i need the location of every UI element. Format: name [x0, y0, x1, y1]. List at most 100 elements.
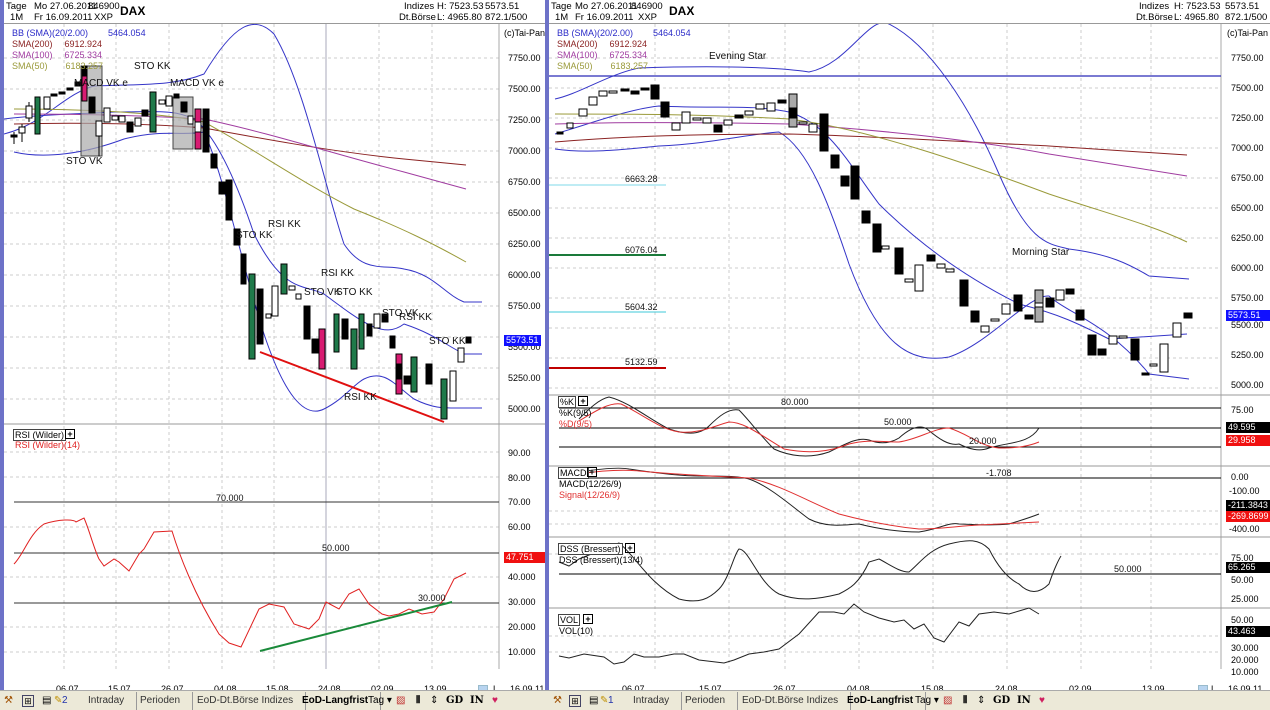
signal-tag: -269.8699 [1226, 511, 1270, 522]
period-label[interactable]: Tage [551, 1, 572, 12]
chart-pane-left[interactable]: Tage 1M Mo 27.06.2011 Fr 16.09.2011 8469… [0, 0, 545, 694]
pencil-icon[interactable]: ✎ [600, 695, 609, 706]
tab-eod-langfrist[interactable]: EoD-Langfrist [835, 692, 927, 710]
chart-canvas [549, 24, 1270, 669]
chart-canvas [4, 24, 545, 669]
tab-perioden[interactable]: Perioden [673, 692, 739, 710]
vol-series: VOL(10) [559, 626, 594, 636]
in-button[interactable]: IN [1017, 695, 1031, 706]
chevron-down-icon: ▾ [933, 695, 939, 706]
range-label[interactable]: 1M [555, 12, 569, 23]
grid-icon[interactable]: ⊞ [569, 695, 581, 707]
axis-label: 10.000 [1231, 667, 1259, 677]
page-number: 2 [62, 695, 68, 706]
annotation: STO KK [236, 230, 273, 241]
interval-select[interactable]: Tag ▾ [368, 693, 392, 709]
vol-tag: 43.463 [1226, 626, 1270, 637]
gd-button[interactable]: GD [446, 695, 464, 706]
hammer-icon[interactable]: ⚒ [4, 695, 13, 706]
stoch-level: 80.000 [781, 397, 809, 407]
updown-icon[interactable]: ⇕ [430, 695, 439, 706]
chart-type-icon[interactable]: ▨ [396, 695, 406, 706]
x-axis-label: 15.07 [699, 684, 722, 694]
category: Indizes [1139, 1, 1170, 12]
interval-label: Tag [368, 695, 385, 706]
annotation: STO VK [382, 308, 419, 319]
axis-label: 6750.00 [1231, 173, 1264, 183]
annotation: MACD VK e [170, 78, 224, 89]
legend-bb: BB (SMA)(20/2.00) 5464.054 [12, 28, 146, 38]
interval-select[interactable]: Tag ▾ [915, 693, 939, 709]
wkn: 846900 [88, 1, 120, 12]
axis-label: 7000.00 [508, 146, 541, 156]
legend-sma100: SMA(100) 6725.334 [557, 50, 648, 60]
x-axis-label: 02.09 [371, 684, 394, 694]
vol-title[interactable]: VOL [558, 614, 581, 626]
page-number: 1 [608, 695, 614, 706]
add-indicator-icon[interactable]: + [65, 429, 75, 439]
colors-icon[interactable]: ♥ [1039, 695, 1045, 706]
axis-label: 5250.00 [1231, 350, 1264, 360]
axis-label: 6000.00 [1231, 263, 1264, 273]
x-axis-label: 02.09 [1069, 684, 1092, 694]
exchange-code: XXP [94, 12, 114, 23]
legend-sma50: SMA(50) 6183.257 [12, 61, 104, 71]
tab-intraday[interactable]: Intraday [621, 692, 683, 710]
axis-label: 6000.00 [508, 270, 541, 280]
x-axis-label: 13.09 [424, 684, 447, 694]
axis-label: 6750.00 [508, 177, 541, 187]
legend-bb: BB (SMA)(20/2.00) 5464.054 [557, 28, 691, 38]
date-end: Fr 16.09.2011 [575, 12, 634, 23]
legend-sma100: SMA(100) 6725.334 [12, 50, 103, 60]
gd-button[interactable]: GD [993, 695, 1011, 706]
add-indicator-icon[interactable]: + [587, 467, 597, 477]
pencil-icon[interactable]: ✎ [54, 695, 63, 706]
axis-label: 5000.00 [508, 404, 541, 414]
macd-series: MACD(12/26/9) [559, 479, 622, 489]
market: Dt.Börse [399, 12, 436, 23]
grid-icon[interactable]: ⊞ [22, 695, 34, 707]
hammer-icon[interactable]: ⚒ [553, 695, 562, 706]
chart-pane-right[interactable]: Tage 1M Mo 27.06.2011 Fr 16.09.2011 8469… [545, 0, 1270, 694]
axis-label: 30.000 [1231, 643, 1259, 653]
macd-title[interactable]: MACD [558, 467, 589, 479]
macd-tag: -211.3843 [1226, 500, 1270, 511]
symbol: DAX [120, 4, 146, 18]
dss-tag: 65.265 [1226, 562, 1270, 573]
rsi-level: 50.000 [322, 543, 350, 553]
axis-label: -100.00 [1229, 486, 1260, 496]
last-value: 5573.51 [485, 1, 520, 12]
chevron-down-icon: ▾ [386, 695, 392, 706]
page-icon[interactable]: ▤ [42, 695, 52, 706]
colors-icon[interactable]: ♥ [492, 695, 498, 706]
dss-title[interactable]: DSS (Bressert) [558, 543, 623, 555]
in-button[interactable]: IN [470, 695, 484, 706]
category: Indizes [404, 1, 435, 12]
copyright: (c)Tai-Pan [1227, 28, 1269, 38]
exchange-code: XXP [638, 12, 658, 23]
candle-icon[interactable]: ⫴ [963, 695, 968, 706]
axis-label: 5500.00 [508, 342, 541, 352]
page-icon[interactable]: ▤ [589, 695, 599, 706]
dss-level: 50.000 [1114, 564, 1142, 574]
tab-eod-langfrist[interactable]: EoD-Langfrist [290, 692, 382, 710]
candle-icon[interactable]: ⫴ [416, 695, 421, 706]
tab-bar-right: ⚒ ⊞ ▤ ✎ 1 Intraday Perioden EoD-Dt.Börse… [545, 690, 1270, 710]
chart-header: Tage 1M Mo 27.06.2011 Fr 16.09.2011 8469… [549, 0, 1270, 24]
axis-label: 5750.00 [508, 301, 541, 311]
stoch-title[interactable]: %K [558, 396, 577, 408]
axis-label: 70.00 [508, 497, 531, 507]
chart-type-icon[interactable]: ▨ [943, 695, 953, 706]
tab-eod-dt-boerse[interactable]: EoD-Dt.Börse Indizes [185, 692, 307, 710]
add-indicator-icon[interactable]: + [578, 396, 588, 406]
tab-eod-dt-boerse[interactable]: EoD-Dt.Börse Indizes [730, 692, 852, 710]
legend: BB (SMA)(20/2.00) 5464.054 SMA(200) 6912.9… [557, 28, 691, 72]
axis-label: 40.000 [508, 572, 536, 582]
add-indicator-icon[interactable]: + [625, 543, 635, 553]
tab-intraday[interactable]: Intraday [76, 692, 138, 710]
tab-perioden[interactable]: Perioden [128, 692, 194, 710]
period-label[interactable]: Tage [6, 1, 27, 12]
range-label[interactable]: 1M [10, 12, 24, 23]
updown-icon[interactable]: ⇕ [977, 695, 986, 706]
add-indicator-icon[interactable]: + [583, 614, 593, 624]
